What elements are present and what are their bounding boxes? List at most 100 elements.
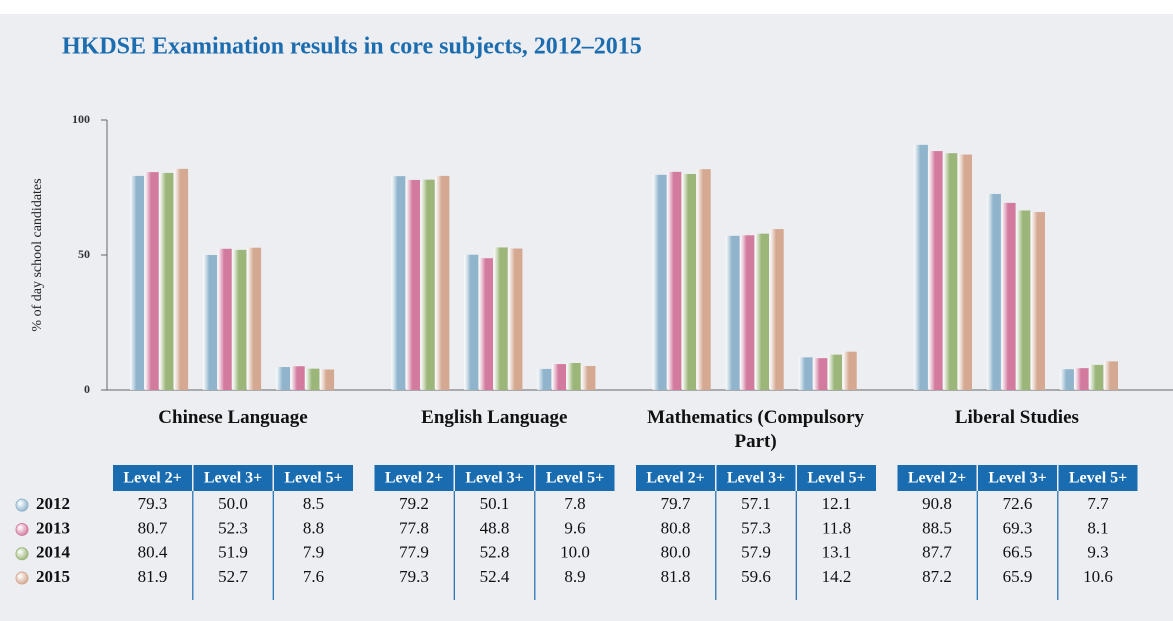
- header-label: Level 3+: [988, 470, 1046, 487]
- bar: [493, 247, 508, 390]
- legend-label: 2015: [36, 567, 70, 586]
- bar: [247, 247, 262, 390]
- bar: [144, 172, 159, 390]
- bar: [958, 154, 972, 390]
- header-cell: [797, 465, 876, 491]
- cell-value: 9.6: [564, 518, 585, 537]
- header-label: Level 3+: [465, 470, 523, 487]
- cell-value: 87.2: [922, 567, 952, 586]
- cell-value: 88.5: [922, 518, 952, 537]
- cell-value: 65.9: [1003, 567, 1033, 586]
- legend-dot: [15, 522, 29, 536]
- bar: [552, 364, 566, 390]
- header-cell: [455, 465, 534, 491]
- header-cell: [113, 465, 192, 491]
- cell-value: 57.9: [741, 543, 771, 562]
- bar: [798, 357, 813, 390]
- bar: [232, 249, 247, 390]
- cell-value: 66.5: [1003, 543, 1033, 562]
- bar: [1104, 361, 1118, 390]
- bar: [943, 153, 958, 390]
- bar: [420, 179, 435, 390]
- bar: [769, 229, 784, 390]
- bar: [652, 174, 667, 390]
- y-tick-label: 0: [84, 382, 90, 396]
- header-label: Level 2+: [646, 470, 704, 487]
- cell-value: 81.9: [138, 567, 168, 586]
- subject-label: Liberal Studies: [954, 407, 1079, 428]
- bar: [566, 363, 581, 390]
- bar: [435, 175, 450, 390]
- cell-value: 7.9: [303, 543, 324, 562]
- bar: [740, 235, 755, 390]
- legend-label: 2013: [36, 518, 70, 537]
- cell-value: 57.3: [741, 518, 771, 537]
- bar: [1074, 368, 1089, 390]
- cell-value: 10.6: [1083, 567, 1113, 586]
- legend-dot: [15, 571, 29, 585]
- bar: [813, 358, 828, 390]
- header-cell: [636, 465, 715, 491]
- cell-value: 79.3: [138, 494, 168, 513]
- bar: [828, 354, 842, 390]
- bar: [1089, 364, 1104, 390]
- bar: [696, 169, 711, 390]
- cell-value: 57.1: [741, 494, 771, 513]
- legend-dot: [15, 498, 29, 512]
- header-label: Level 2+: [385, 470, 443, 487]
- cell-value: 8.1: [1087, 518, 1108, 537]
- legend-dot: [15, 547, 29, 561]
- cell-value: 48.8: [480, 518, 510, 537]
- cell-value: 77.8: [399, 518, 429, 537]
- header-label: Level 5+: [1069, 470, 1127, 487]
- cell-value: 50.0: [218, 494, 248, 513]
- cell-value: 79.7: [661, 494, 691, 513]
- cell-value: 80.8: [661, 518, 691, 537]
- bar: [479, 258, 493, 390]
- cell-value: 72.6: [1003, 494, 1033, 513]
- legend-label: 2012: [36, 494, 70, 513]
- bar: [508, 248, 523, 390]
- bar: [203, 255, 217, 390]
- cell-value: 9.3: [1087, 543, 1108, 562]
- cell-value: 8.9: [564, 567, 585, 586]
- cell-value: 50.1: [480, 494, 510, 513]
- y-tick-label: 100: [72, 112, 90, 126]
- y-tick-label: 50: [78, 247, 90, 261]
- cell-value: 52.7: [218, 567, 248, 586]
- cell-value: 80.7: [138, 518, 168, 537]
- header-cell: [535, 465, 615, 491]
- bar: [1016, 210, 1031, 390]
- cell-value: 8.8: [303, 518, 324, 537]
- cell-value: 81.8: [661, 567, 691, 586]
- bar: [667, 171, 682, 390]
- cell-value: 69.3: [1003, 518, 1033, 537]
- bar: [464, 254, 479, 390]
- cell-value: 8.5: [303, 494, 324, 513]
- bar: [537, 368, 552, 390]
- cell-value: 7.7: [1087, 494, 1109, 513]
- bar: [130, 175, 144, 390]
- cell-value: 13.1: [822, 543, 852, 562]
- chart-title: HKDSE Examination results in core subjec…: [62, 34, 642, 60]
- cell-value: 7.6: [303, 567, 324, 586]
- header-cell: [374, 465, 454, 491]
- cell-value: 10.0: [560, 543, 590, 562]
- bar: [290, 366, 305, 390]
- y-axis-label: % of day school candidates: [30, 178, 45, 331]
- bar: [320, 369, 335, 390]
- bar: [1059, 369, 1074, 390]
- bar: [159, 172, 174, 390]
- bar: [305, 368, 320, 390]
- header-label: Level 2+: [123, 470, 181, 487]
- cell-value: 52.8: [480, 543, 510, 562]
- header-label: Level 5+: [546, 470, 604, 487]
- cell-value: 87.7: [922, 543, 952, 562]
- bar: [174, 168, 189, 390]
- bar: [1001, 202, 1016, 390]
- header-label: Level 5+: [284, 470, 342, 487]
- subject-label: Chinese Language: [158, 407, 308, 428]
- header-cell: [1058, 465, 1138, 491]
